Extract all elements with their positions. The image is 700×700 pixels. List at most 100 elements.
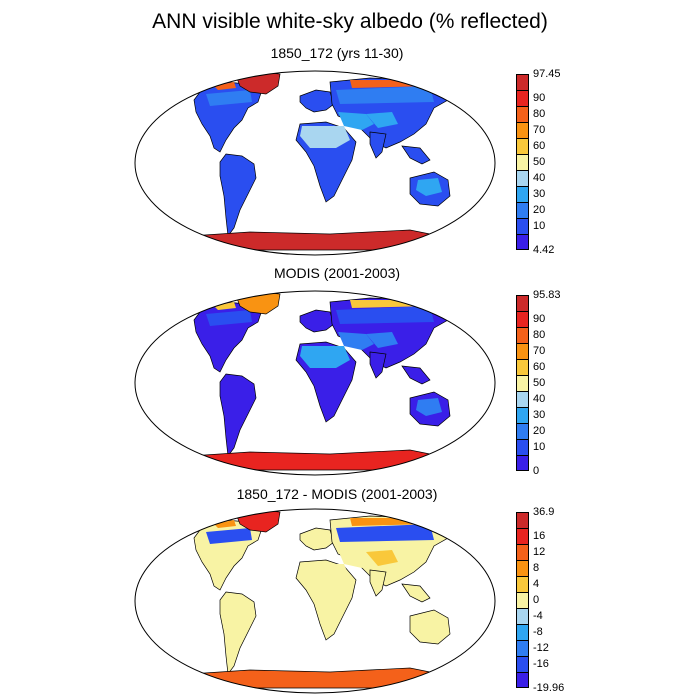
landmass-southAmerica [219, 153, 257, 237]
region-boreal [336, 86, 434, 104]
landmass-seAsia [401, 145, 431, 165]
landmass-southAmerica [219, 373, 257, 457]
colorbar-swatch [516, 576, 529, 592]
landmass-india [369, 131, 387, 159]
colorbar-tick-label: 40 [533, 393, 546, 405]
region-boreal [336, 524, 434, 542]
map-panel-3 [134, 508, 496, 694]
colorbar-swatch [516, 455, 529, 471]
colorbar-swatch [516, 311, 529, 327]
colorbar-swatch [516, 528, 529, 544]
colorbar-tick-label: 4 [533, 578, 540, 590]
colorbar-swatch [516, 423, 529, 439]
colorbar-swatch [516, 154, 529, 170]
colorbar-panel-1: 97.45 90 80 70 60 50 40 30 20 10 4.42 [516, 69, 596, 256]
colorbar-swatch [516, 672, 529, 688]
landmass-seAsia [401, 365, 431, 385]
colorbar-tick-label: -19.96 [533, 682, 565, 694]
region-tibet [366, 550, 398, 566]
colorbar-tick-label: 0 [533, 594, 540, 606]
colorbar-swatch [516, 202, 529, 218]
landmass-seAsia [401, 583, 431, 603]
colorbar-tick-label: 12 [533, 546, 546, 558]
region-boreal [336, 306, 434, 324]
colorbar-tick-label: 90 [533, 92, 546, 104]
colorbar-tick-label: 50 [533, 377, 546, 389]
panel-2-title: MODIS (2001-2003) [273, 265, 401, 281]
colorbar-panel-2: 95.83 90 80 70 60 50 40 30 20 10 0 [516, 290, 596, 477]
region-arctic [214, 82, 236, 90]
colorbar-swatch [516, 439, 529, 455]
map-panel-1 [134, 70, 496, 256]
colorbar-tick-label: 90 [533, 313, 546, 325]
region-arctic [350, 518, 434, 526]
colorbar-tick-label: 16 [533, 530, 546, 542]
region-desert [416, 616, 442, 634]
colorbar-swatch [516, 186, 529, 202]
region-arctic [214, 520, 236, 528]
landmass-europe [299, 309, 335, 333]
colorbar-tick-label: 40 [533, 172, 546, 184]
region-desert [338, 550, 374, 568]
colorbar-tick-label: 60 [533, 361, 546, 373]
colorbar-tick-label: 70 [533, 124, 546, 136]
colorbar-swatch [516, 544, 529, 560]
map-border [134, 508, 496, 694]
colorbar-swatch [516, 391, 529, 407]
colorbar-swatch [516, 90, 529, 106]
colorbar-tick-label: 10 [533, 441, 546, 453]
colorbar-tick-label: -16 [533, 658, 549, 670]
colorbar-swatch [516, 234, 529, 250]
colorbar-swatch [516, 640, 529, 656]
region-arctic [214, 302, 236, 310]
colorbar-tick-label: 36.9 [533, 506, 555, 518]
map-border [134, 70, 496, 256]
colorbar-tick-label: 60 [533, 140, 546, 152]
colorbar-tick-label: -12 [533, 642, 549, 654]
region-tibet [366, 332, 398, 348]
colorbar-tick-label: 95.83 [533, 289, 561, 301]
colorbar-swatch [516, 106, 529, 122]
landmass-india [369, 569, 387, 597]
landmass-india [369, 351, 387, 379]
colorbar-swatch [516, 170, 529, 186]
map-panel-2 [134, 290, 496, 476]
region-boreal [206, 90, 252, 106]
region-arctic [350, 80, 434, 88]
region-arctic [350, 300, 434, 308]
colorbar-swatch [516, 375, 529, 391]
colorbar-tick-label: 80 [533, 108, 546, 120]
colorbar-tick-label: 8 [533, 562, 540, 574]
colorbar-panel-3: 36.9 16 12 8 4 0 -4 -8 -12 -16 -19.96 [516, 507, 596, 694]
colorbar-tick-label: 4.42 [533, 244, 555, 256]
colorbar-swatch [516, 560, 529, 576]
colorbar-tick-label: 30 [533, 188, 546, 200]
region-sahara [300, 346, 350, 368]
colorbar-swatch [516, 656, 529, 672]
region-boreal [206, 528, 252, 544]
figure-title: ANN visible white-sky albedo (% reflecte… [152, 10, 548, 33]
panel-3-title: 1850_172 - MODIS (2001-2003) [236, 486, 438, 502]
colorbar-swatch [516, 343, 529, 359]
landmass-southAmerica [219, 591, 257, 675]
region-sahara [300, 564, 350, 586]
colorbar-tick-label: 30 [533, 409, 546, 421]
region-sahara [300, 126, 350, 148]
region-tibet [366, 112, 398, 128]
colorbar-swatch [516, 218, 529, 234]
colorbar-tick-label: 20 [533, 204, 546, 216]
region-desert [338, 332, 374, 350]
map-border [134, 290, 496, 476]
colorbar-swatch [516, 608, 529, 624]
panel-1-title: 1850_172 (yrs 11-30) [270, 45, 404, 61]
colorbar-swatch [516, 359, 529, 375]
colorbar-swatch [516, 407, 529, 423]
colorbar-swatch [516, 592, 529, 608]
colorbar-tick-label: 80 [533, 329, 546, 341]
colorbar-tick-label: -4 [533, 610, 543, 622]
landmass-europe [299, 89, 335, 113]
colorbar-tick-label: 10 [533, 220, 546, 232]
colorbar-tick-label: 0 [533, 465, 540, 477]
region-desert [338, 112, 374, 130]
landmass-europe [299, 527, 335, 551]
